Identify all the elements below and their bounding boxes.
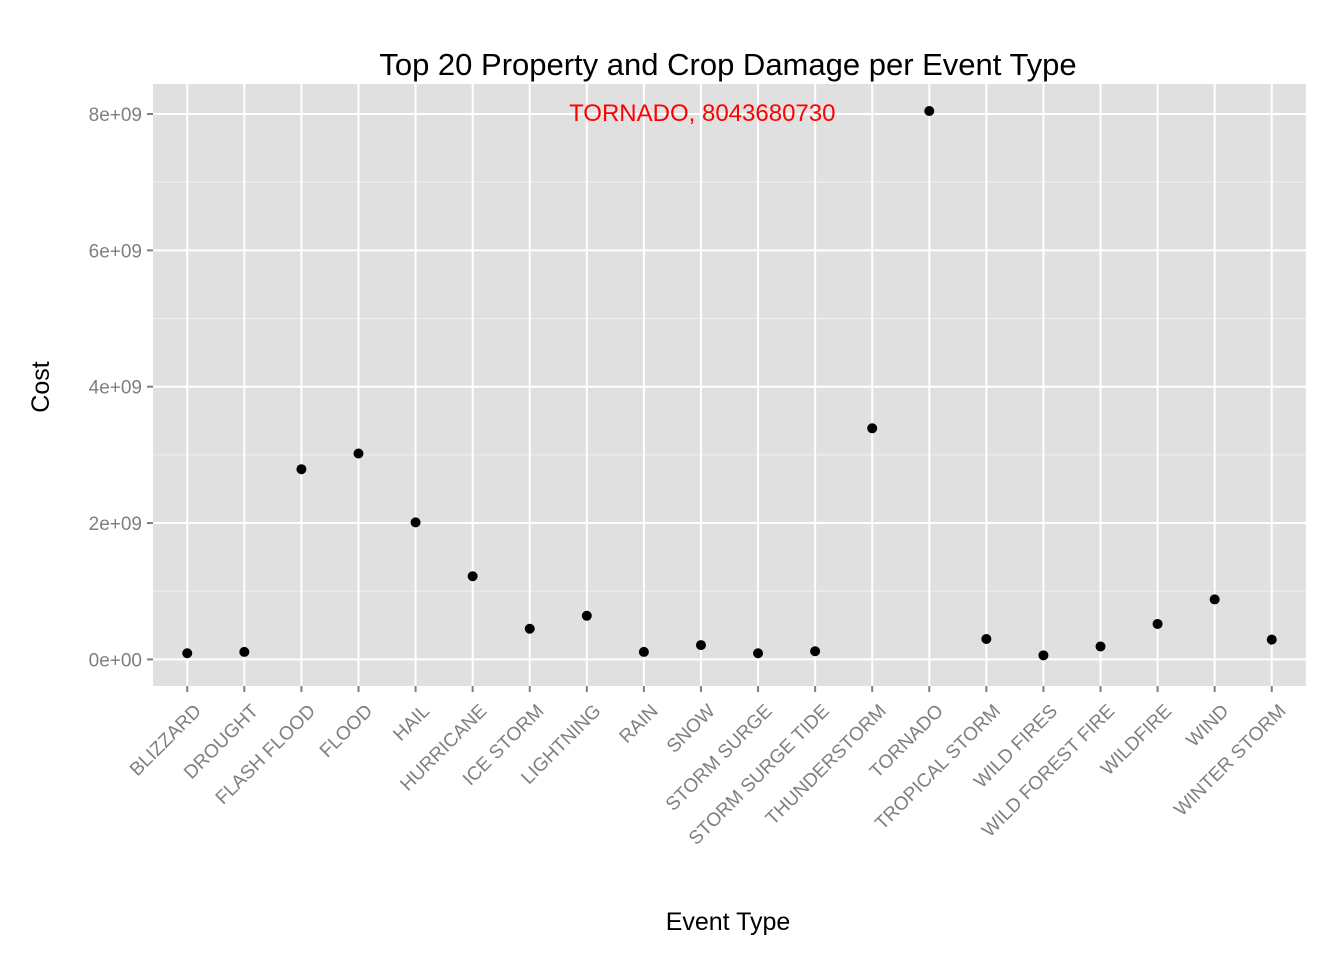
data-point [1038,650,1049,661]
data-point [467,571,478,582]
major-gridlines [153,84,1306,686]
data-points [182,106,1277,661]
data-point [410,517,421,528]
data-point [239,646,250,657]
data-point [867,423,878,434]
x-tick-label: FLASH FLOOD [212,701,320,809]
annotation-label: TORNADO, 8043680730 [569,100,835,127]
data-point [296,464,307,475]
data-point [581,610,592,621]
x-tick-label: HAIL [389,701,434,746]
data-point [638,646,649,657]
data-point [810,646,821,657]
x-tick-label: WINTER STORM [1170,701,1290,821]
y-axis-title: Cost [27,361,55,412]
minor-gridlines [153,181,1306,592]
y-tick-label: 0e+00 [89,650,142,671]
x-axis-title: Event Type [666,908,791,936]
plot-panel [153,84,1306,686]
data-point [1209,594,1220,605]
data-point [353,448,364,459]
data-point [182,648,193,659]
data-point [1266,634,1277,645]
x-tick-label: STORM SURGE [662,701,777,816]
data-point [524,623,535,634]
data-point [1152,618,1163,629]
x-tick-label: FLOOD [316,701,377,762]
data-point [981,633,992,644]
y-axis: 0e+00 2e+09 4e+09 6e+09 8e+09 [89,105,153,671]
y-tick-label: 4e+09 [89,378,142,399]
y-tick-label: 8e+09 [89,105,142,126]
y-tick-label: 6e+09 [89,241,142,262]
x-tick-label: SNOW [663,701,720,758]
data-point [1095,641,1106,652]
chart-title: Top 20 Property and Crop Damage per Even… [379,47,1076,82]
data-point [695,640,706,651]
data-point [924,106,935,117]
y-tick-label: 2e+09 [89,514,142,535]
data-point [753,648,764,659]
x-tick-label: RAIN [616,701,663,748]
x-tick-label: WIND [1183,701,1234,752]
